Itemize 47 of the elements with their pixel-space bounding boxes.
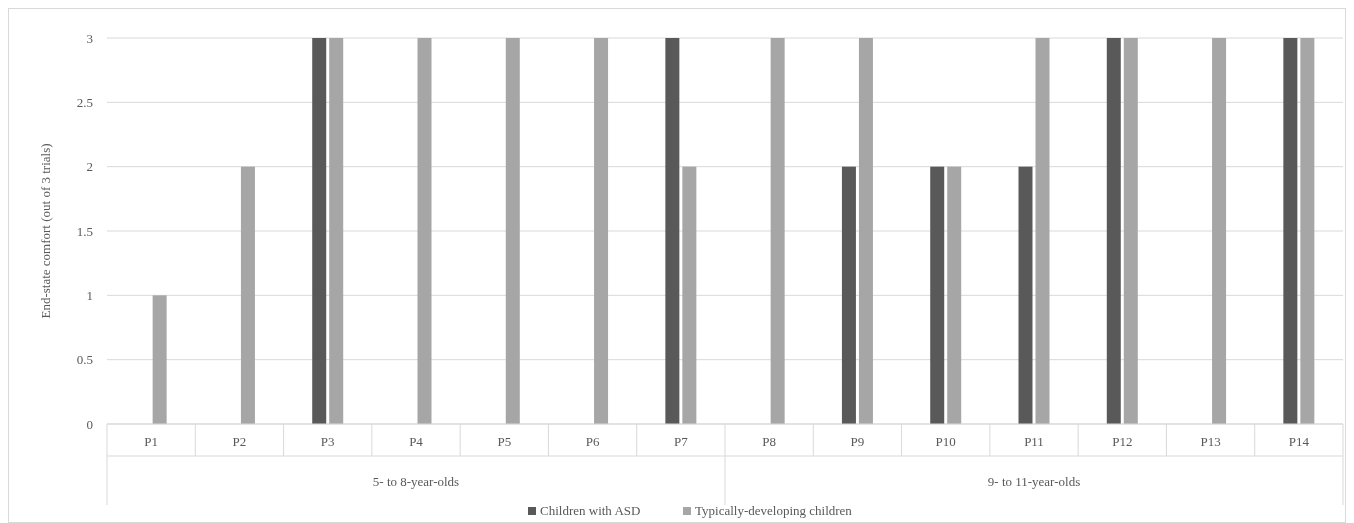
bar <box>1123 38 1138 424</box>
bar <box>505 38 520 424</box>
bar <box>152 295 167 424</box>
x-tick-label: P2 <box>232 434 247 449</box>
y-tick-label: 2.5 <box>76 94 93 110</box>
y-tick-label: 1 <box>86 287 93 303</box>
bar <box>240 166 255 424</box>
x-tick-label: P5 <box>497 434 512 449</box>
legend-label: Children with ASD <box>540 503 641 518</box>
y-tick-label: 1.5 <box>76 223 93 239</box>
x-tick-label: P1 <box>144 434 159 449</box>
bar <box>312 38 327 424</box>
bar <box>417 38 432 424</box>
bar <box>329 38 344 424</box>
x-tick-label: P13 <box>1200 434 1221 449</box>
y-tick-label: 0 <box>86 416 93 432</box>
bar <box>770 38 785 424</box>
text: 5- to 8-year-olds <box>372 474 460 489</box>
bar <box>930 166 945 424</box>
legend-label: Typically-developing children <box>695 503 853 518</box>
bar <box>665 38 680 424</box>
bar <box>858 38 873 424</box>
bar <box>947 166 962 424</box>
bar <box>1035 38 1050 424</box>
x-tick-label: P9 <box>850 434 865 449</box>
x-tick-label: P4 <box>409 434 424 449</box>
y-tick-label: 2 <box>86 159 93 175</box>
x-tick-label: P6 <box>585 434 600 449</box>
x-tick-label: P10 <box>935 434 956 449</box>
y-axis-title: End-state comfort (out of 3 trials) <box>38 143 53 319</box>
x-tick-label: P3 <box>320 434 335 449</box>
bar <box>682 166 697 424</box>
bar <box>841 166 856 424</box>
x-tick-label: P11 <box>1024 434 1044 449</box>
y-tick-label: 0.5 <box>76 352 93 368</box>
x-tick-label: P14 <box>1288 434 1310 449</box>
bar <box>1018 166 1033 424</box>
bar <box>1283 38 1298 424</box>
x-tick-label: P7 <box>673 434 689 449</box>
bar <box>1300 38 1315 424</box>
text: 9- to 11-year-olds <box>987 474 1081 489</box>
bar <box>1106 38 1121 424</box>
y-tick-label: 3 <box>86 30 93 46</box>
bar <box>594 38 609 424</box>
bar <box>1212 38 1227 424</box>
x-tick-label: P12 <box>1112 434 1133 449</box>
x-tick-label: P8 <box>762 434 777 449</box>
